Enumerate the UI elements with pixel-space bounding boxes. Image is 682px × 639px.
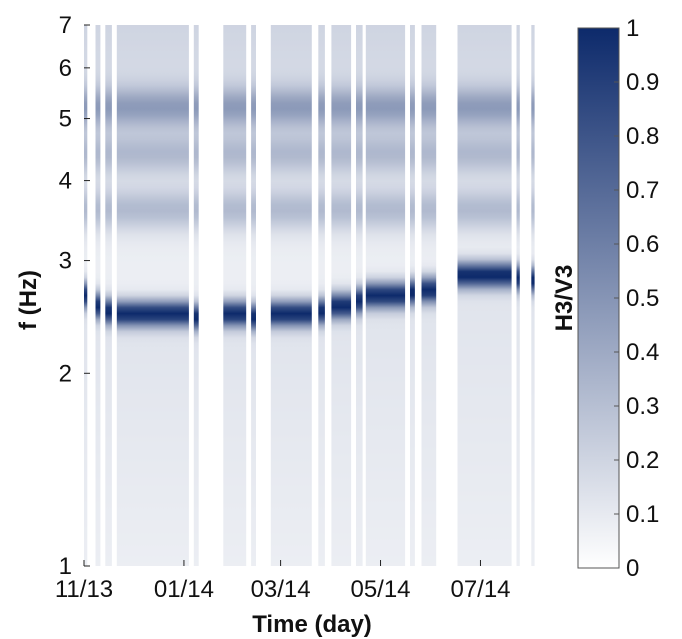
y-tick-label: 1 [59, 553, 72, 580]
heatmap-column [318, 25, 325, 566]
heatmap-column [356, 25, 363, 566]
y-tick-label: 4 [59, 168, 72, 195]
x-tick-label: 11/13 [55, 576, 113, 603]
y-tick-label: 6 [59, 55, 72, 82]
y-tick-marks [84, 24, 90, 567]
heatmap-columns [84, 25, 535, 566]
colorbar-label: H3/V3 [551, 265, 578, 332]
colorbar-tick-label: 0.1 [626, 501, 659, 528]
colorbar-tick-label: 1 [626, 15, 639, 42]
y-tick-label: 2 [59, 360, 72, 387]
y-tick-label: 3 [59, 248, 72, 275]
x-tick-label: 05/14 [350, 576, 410, 603]
heatmap-column [270, 25, 312, 566]
colorbar-tick-label: 0.5 [626, 285, 659, 312]
heatmap-column [516, 25, 520, 566]
y-axis-ticks: 1 2 3 4 5 6 7 [59, 12, 72, 580]
colorbar-tick-label: 0.9 [626, 69, 659, 96]
colorbar: 0 0.1 0.2 0.3 0.4 0.5 0.6 0.7 0.8 0.9 1 H3/V3 [551, 15, 659, 582]
colorbar-tick-label: 0.6 [626, 231, 659, 258]
x-tick-marks [83, 560, 481, 566]
x-tick-label: 03/14 [251, 576, 311, 603]
heatmap-column [457, 25, 512, 566]
heatmap-column [365, 25, 406, 566]
x-tick-label: 07/14 [450, 576, 510, 603]
heatmap-column [331, 25, 352, 566]
heatmap-column [223, 25, 247, 566]
colorbar-tick-label: 0.4 [626, 339, 659, 366]
colorbar-tick-label: 0.2 [626, 447, 659, 474]
colorbar-tick-label: 0.3 [626, 393, 659, 420]
heatmap-column [421, 25, 437, 566]
x-axis-ticks: 11/13 01/14 03/14 05/14 07/14 [55, 576, 511, 603]
heatmap-column [410, 25, 415, 566]
colorbar-tick-label: 0.7 [626, 177, 659, 204]
heatmap-plot-area [83, 24, 546, 567]
y-axis-label: f (Hz) [15, 270, 42, 330]
heatmap-column [116, 25, 189, 566]
colorbar-tick-label: 0 [626, 555, 639, 582]
heatmap-column [251, 25, 256, 566]
x-tick-label: 01/14 [154, 576, 214, 603]
y-tick-label: 7 [59, 12, 72, 39]
y-tick-label: 5 [59, 106, 72, 133]
heatmap-column [105, 25, 112, 566]
colorbar-scale [577, 27, 620, 569]
heatmap-column [95, 25, 101, 566]
heatmap-column [531, 25, 535, 566]
heatmap-column [84, 25, 88, 566]
heatmap-column [193, 25, 199, 566]
colorbar-tick-label: 0.8 [626, 123, 659, 150]
x-axis-label: Time (day) [252, 611, 372, 638]
colorbar-ticks: 0 0.1 0.2 0.3 0.4 0.5 0.6 0.7 0.8 0.9 1 [614, 15, 659, 582]
